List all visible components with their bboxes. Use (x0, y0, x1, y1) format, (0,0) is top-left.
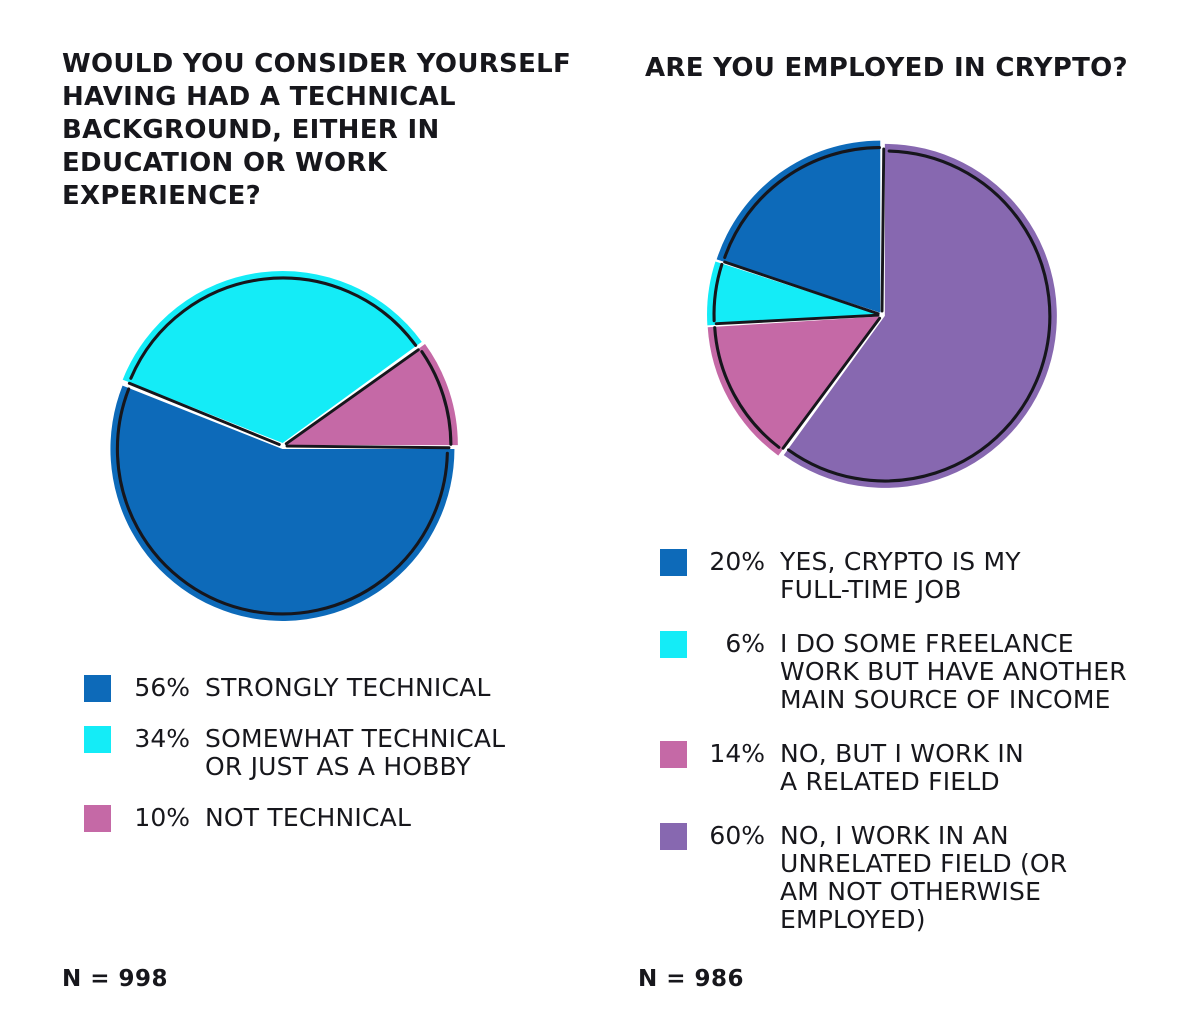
legend-label-yes-crypto-is-my-full-time-job: YES, CRYPTO IS MY FULL-TIME JOB (780, 547, 1021, 604)
pie-boundary-line (285, 444, 451, 450)
legend-item-no-i-work-in-an-unrelated-field-or-am-not-ot: 60% NO, I WORK IN AN UNRELATED FIELD (OR … (660, 822, 1127, 934)
legend-percent-i-do-some-freelance-work-but-have-another-ma: 6% (725, 629, 765, 658)
legend-swatch-i-do-some-freelance-work-but-have-another-ma (660, 631, 687, 658)
pie-slice-outline-somewhat-technical-or-just-as-a-hobby (129, 276, 418, 380)
legend-percent-yes-crypto-is-my-full-time-job: 20% (709, 547, 765, 576)
pie-slice-not-technical (285, 343, 458, 446)
legend-item-not-technical: 10% NOT TECHNICAL (84, 804, 505, 832)
pie-slice-outline-i-do-some-freelance-work-but-have-another-ma (712, 262, 724, 323)
pie-slice-yes-crypto-is-my-full-time-job (716, 140, 881, 313)
pie-outline-group (115, 276, 453, 616)
pie-boundary-line (284, 348, 420, 446)
pie-slice-outline-yes-crypto-is-my-full-time-job (723, 146, 881, 260)
employed-in-crypto-chart-title: ARE YOU EMPLOYED IN CRYPTO? (645, 53, 1128, 83)
legend-item-i-do-some-freelance-work-but-have-another-ma: 6% I DO SOME FREELANCE WORK BUT HAVE ANOT… (660, 630, 1127, 714)
technical-background-chart-title: WOULD YOU CONSIDER YOURSELF HAVING HAD A… (62, 49, 572, 211)
legend-percent-not-technical: 10% (134, 803, 190, 832)
legend-percent-no-i-work-in-an-unrelated-field-or-am-not-ot: 60% (709, 821, 765, 850)
legend-swatch-not-technical (84, 805, 111, 832)
legend-swatch-somewhat-technical-or-just-as-a-hobby (84, 726, 111, 753)
pie-chart-technical-background (110, 271, 458, 621)
legend-label-no-i-work-in-an-unrelated-field-or-am-not-ot: NO, I WORK IN AN UNRELATED FIELD (OR AM … (780, 821, 1068, 934)
legend-technical-background: 56% STRONGLY TECHNICAL 34% SOMEWHAT TECHNIC… (84, 674, 505, 855)
legend-swatch-yes-crypto-is-my-full-time-job (660, 549, 687, 576)
pie-slice-outline-strongly-technical (115, 387, 449, 616)
pie-slice-outline-no-i-work-in-an-unrelated-field-or-am-not-ot (787, 149, 1052, 483)
pie-boundary-line (723, 260, 880, 316)
legend-label-no-but-i-work-in-a-related-field: NO, BUT I WORK IN A RELATED FIELD (780, 739, 1024, 796)
pie-boundary-line (127, 381, 281, 446)
legend-label-not-technical: NOT TECHNICAL (205, 803, 412, 832)
legend-label-strongly-technical: STRONGLY TECHNICAL (205, 673, 491, 702)
pie-slice-no-i-work-in-an-unrelated-field-or-am-not-ot (783, 143, 1057, 488)
legend-percent-strongly-technical: 56% (134, 673, 190, 702)
pie-slice-i-do-some-freelance-work-but-have-another-ma (707, 261, 880, 326)
pie-boundary-line (781, 316, 882, 450)
pie-boundary-line (880, 147, 886, 313)
legend-swatch-no-but-i-work-in-a-related-field (660, 741, 687, 768)
legend-item-somewhat-technical-or-just-as-a-hobby: 34% SOMEWHAT TECHNICAL OR JUST AS A HOBBY (84, 725, 505, 781)
pie-slice-outline-no-but-i-work-in-a-related-field (713, 326, 781, 449)
legend-employed-in-crypto: 20% YES, CRYPTO IS MY FULL-TIME JOB 6% I DO… (660, 548, 1127, 960)
legend-item-strongly-technical: 56% STRONGLY TECHNICAL (84, 674, 505, 702)
pie-boundary-line (714, 313, 880, 326)
pie-outline-group (712, 146, 1052, 483)
legend-label-i-do-some-freelance-work-but-have-another-ma: I DO SOME FREELANCE WORK BUT HAVE ANOTHE… (780, 629, 1127, 714)
pie-chart-employed-in-crypto (707, 140, 1057, 488)
legend-swatch-no-i-work-in-an-unrelated-field-or-am-not-ot (660, 823, 687, 850)
pie-slice-somewhat-technical-or-just-as-a-hobby (122, 271, 422, 444)
pie-slice-strongly-technical (110, 385, 455, 621)
legend-label-somewhat-technical-or-just-as-a-hobby: SOMEWHAT TECHNICAL OR JUST AS A HOBBY (205, 724, 506, 781)
sample-size-technical-background: N = 998 (62, 966, 169, 992)
legend-percent-no-but-i-work-in-a-related-field: 14% (709, 739, 765, 768)
sample-size-employed-in-crypto: N = 986 (638, 966, 745, 992)
legend-swatch-strongly-technical (84, 675, 111, 702)
legend-item-no-but-i-work-in-a-related-field: 14% NO, BUT I WORK IN A RELATED FIELD (660, 740, 1127, 796)
legend-percent-somewhat-technical-or-just-as-a-hobby: 34% (134, 724, 190, 753)
pie-slice-outline-not-technical (420, 350, 453, 446)
legend-item-yes-crypto-is-my-full-time-job: 20% YES, CRYPTO IS MY FULL-TIME JOB (660, 548, 1127, 604)
